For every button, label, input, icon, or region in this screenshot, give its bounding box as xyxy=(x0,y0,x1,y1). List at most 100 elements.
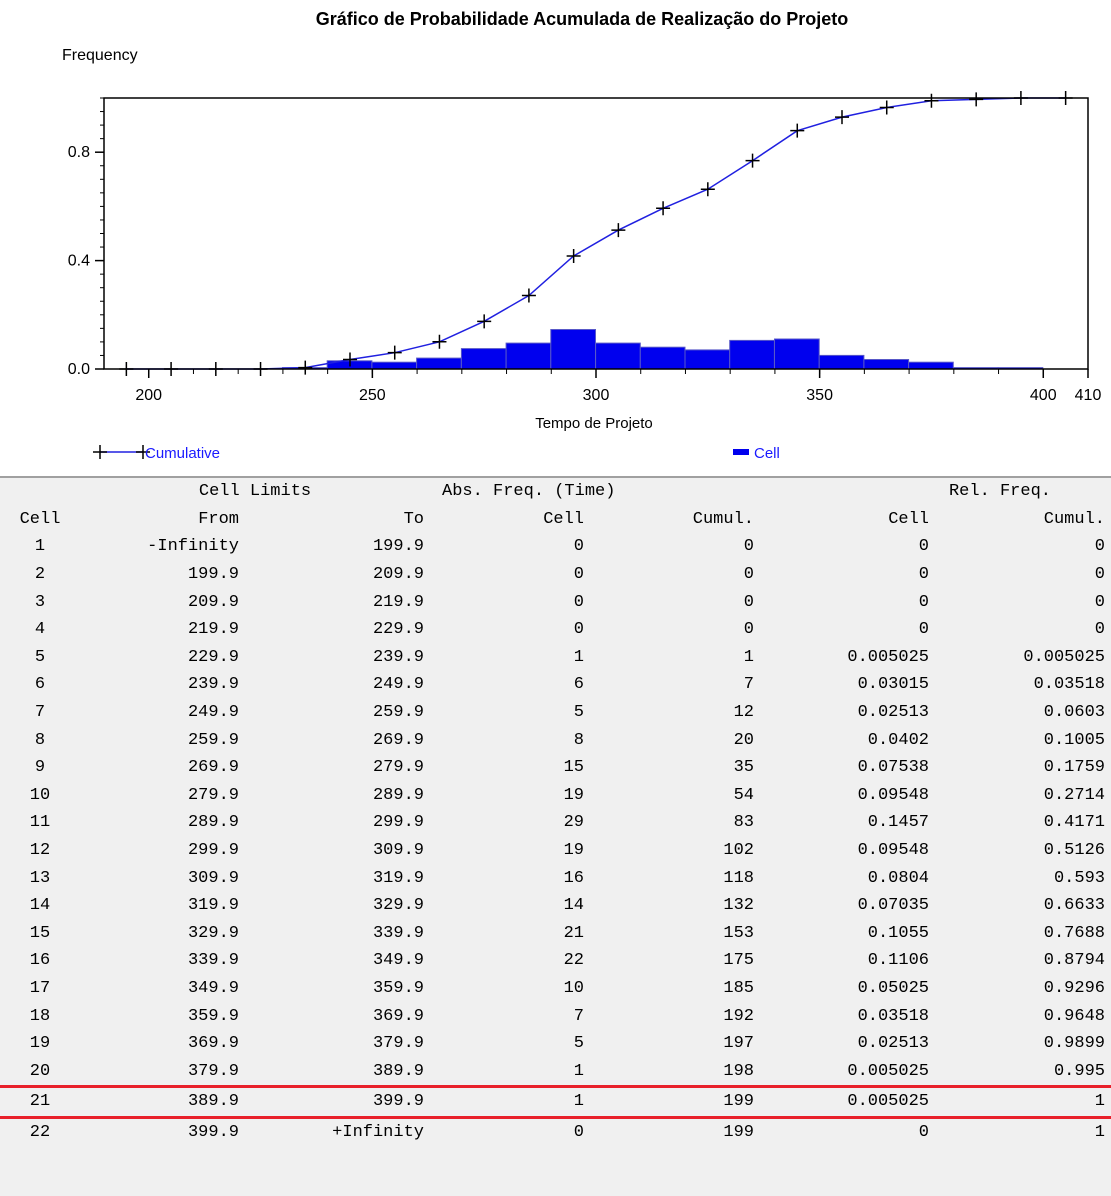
to-value: 199.9 xyxy=(372,537,424,557)
table-row: 6 239.9 249.9 6 7 0.03015 0.03518 xyxy=(0,671,1111,699)
abs-cumul-value: 185 xyxy=(723,978,754,998)
abs-cumul-value: 0 xyxy=(743,620,754,640)
table-row: 16 339.9 349.9 22 175 0.1106 0.8794 xyxy=(0,947,1111,975)
abs-cumul-value: 132 xyxy=(723,896,754,916)
legend-cell-label: Cell xyxy=(754,445,780,462)
rel-cumul-value: 1 xyxy=(935,1085,1111,1119)
histogram-bar xyxy=(595,342,641,370)
rel-cell-value: 0 xyxy=(918,592,929,612)
cell-number: 9 xyxy=(34,758,46,778)
abs-cumul-value: 199 xyxy=(590,1085,760,1119)
x-tick-label: 410 xyxy=(1075,387,1102,404)
legend-cell-swatch xyxy=(733,449,749,455)
rel-cumul-value: 0.0603 xyxy=(1043,703,1105,723)
from-value: 349.9 xyxy=(187,978,239,998)
rel-cell-value: 0 xyxy=(918,537,929,557)
to-value: 219.9 xyxy=(372,592,424,612)
abs-cell-value: 1 xyxy=(573,1061,584,1081)
cell-number: 20 xyxy=(29,1061,51,1081)
abs-cell-value: 29 xyxy=(563,813,584,833)
table-row: 15 329.9 339.9 21 153 0.1055 0.7688 xyxy=(0,920,1111,948)
cell-number: 11 xyxy=(29,813,51,833)
to-value: +Infinity xyxy=(332,1122,424,1142)
axes-layer: 200 250 300 350 400 410 0.0 0.4 0.8 xyxy=(68,97,1102,404)
abs-cumul-value: 197 xyxy=(723,1034,754,1054)
table-row: 1 -Infinity 199.9 0 0 0 0 xyxy=(0,533,1111,561)
table-group-header-row: Cell Limits Abs. Freq. (Time) Rel. Freq. xyxy=(0,478,1111,506)
table-row: 19 369.9 379.9 5 197 0.02513 0.9899 xyxy=(0,1030,1111,1058)
table-row: 10 279.9 289.9 19 54 0.09548 0.2714 xyxy=(0,782,1111,810)
abs-cumul-value: 0 xyxy=(743,565,754,585)
histogram-bar xyxy=(639,346,686,370)
table-row: 4 219.9 229.9 0 0 0 0 xyxy=(0,616,1111,644)
abs-cell-value: 7 xyxy=(573,1006,584,1026)
chart-panel: Gráfico de Probabilidade Acumulada de Re… xyxy=(0,0,1111,470)
from-value: 389.9 xyxy=(80,1085,245,1119)
group-header-abs-freq: Abs. Freq. (Time) xyxy=(442,482,616,502)
cumulative-point xyxy=(790,123,805,138)
cell-number: 19 xyxy=(29,1034,51,1054)
abs-cell-value: 10 xyxy=(563,978,584,998)
to-value: 259.9 xyxy=(372,703,424,723)
cell-number: 5 xyxy=(34,647,46,667)
table-row: 2 199.9 209.9 0 0 0 0 xyxy=(0,561,1111,589)
cell-number: 3 xyxy=(34,592,46,612)
histogram-bar xyxy=(550,329,596,370)
from-value: 219.9 xyxy=(187,620,239,640)
chart-svg: Gráfico de Probabilidade Acumulada de Re… xyxy=(62,9,1102,462)
abs-cell-value: 15 xyxy=(563,758,584,778)
cumulative-point xyxy=(566,248,581,263)
group-header-empty xyxy=(0,478,80,506)
abs-cell-value: 0 xyxy=(573,592,584,612)
group-header-rel-freq: Rel. Freq. xyxy=(948,482,1051,502)
abs-cell-value: 1 xyxy=(430,1085,590,1119)
table-row: 3 209.9 219.9 0 0 0 0 xyxy=(0,588,1111,616)
abs-cell-value: 6 xyxy=(573,675,584,695)
abs-cumul-value: 7 xyxy=(743,675,754,695)
rel-cell-value: 0.07035 xyxy=(857,896,929,916)
bars-layer xyxy=(282,329,1044,370)
abs-cell-value: 16 xyxy=(563,868,584,888)
group-header-cell-limits: Cell Limits xyxy=(198,482,312,502)
cell-number: 21 xyxy=(0,1085,80,1119)
from-value: 379.9 xyxy=(187,1061,239,1081)
from-value: 259.9 xyxy=(187,730,239,750)
histogram-bar xyxy=(729,339,775,370)
to-value: 289.9 xyxy=(372,785,424,805)
y-tick-label: 0.0 xyxy=(68,361,90,378)
abs-cell-value: 5 xyxy=(573,1034,584,1054)
cumulative-point xyxy=(432,334,447,349)
cell-number: 12 xyxy=(29,841,51,861)
histogram-bar xyxy=(371,361,418,370)
abs-cell-value: 8 xyxy=(573,730,584,750)
to-value: 339.9 xyxy=(372,923,424,943)
abs-cell-value: 19 xyxy=(563,841,584,861)
column-header-rel-cell: Cell xyxy=(888,509,929,529)
rel-cumul-value: 0.03518 xyxy=(1033,675,1105,695)
abs-cumul-value: 175 xyxy=(723,951,754,971)
abs-cumul-value: 20 xyxy=(733,730,754,750)
rel-cumul-value: 0.2714 xyxy=(1043,785,1105,805)
column-header-abs-cell: Cell xyxy=(543,509,584,529)
chart-title: Gráfico de Probabilidade Acumulada de Re… xyxy=(316,9,848,29)
histogram-bar xyxy=(684,349,731,370)
from-value: 369.9 xyxy=(187,1034,239,1054)
table-row: 7 249.9 259.9 5 12 0.02513 0.0603 xyxy=(0,699,1111,727)
table-row: 12 299.9 309.9 19 102 0.09548 0.5126 xyxy=(0,837,1111,865)
rel-cell-value: 0.005025 xyxy=(760,1085,935,1119)
rel-cumul-value: 0 xyxy=(1094,620,1105,640)
rel-cell-value: 0.02513 xyxy=(857,1034,929,1054)
cumulative-point xyxy=(611,223,626,238)
cumulative-point xyxy=(745,153,760,168)
histogram-bar xyxy=(908,361,954,370)
x-tick-label: 250 xyxy=(359,387,386,404)
from-value: 329.9 xyxy=(187,923,239,943)
table-row: 22 399.9 +Infinity 0 199 0 1 xyxy=(0,1117,1111,1146)
cell-number: 17 xyxy=(29,978,51,998)
rel-cumul-value: 0.5126 xyxy=(1043,841,1105,861)
rel-cell-value: 0.05025 xyxy=(857,978,929,998)
column-header-to: To xyxy=(403,509,424,529)
abs-cell-value: 19 xyxy=(563,785,584,805)
rel-cumul-value: 0.6633 xyxy=(1043,896,1105,916)
legend: Cumulative Cell xyxy=(93,445,780,462)
